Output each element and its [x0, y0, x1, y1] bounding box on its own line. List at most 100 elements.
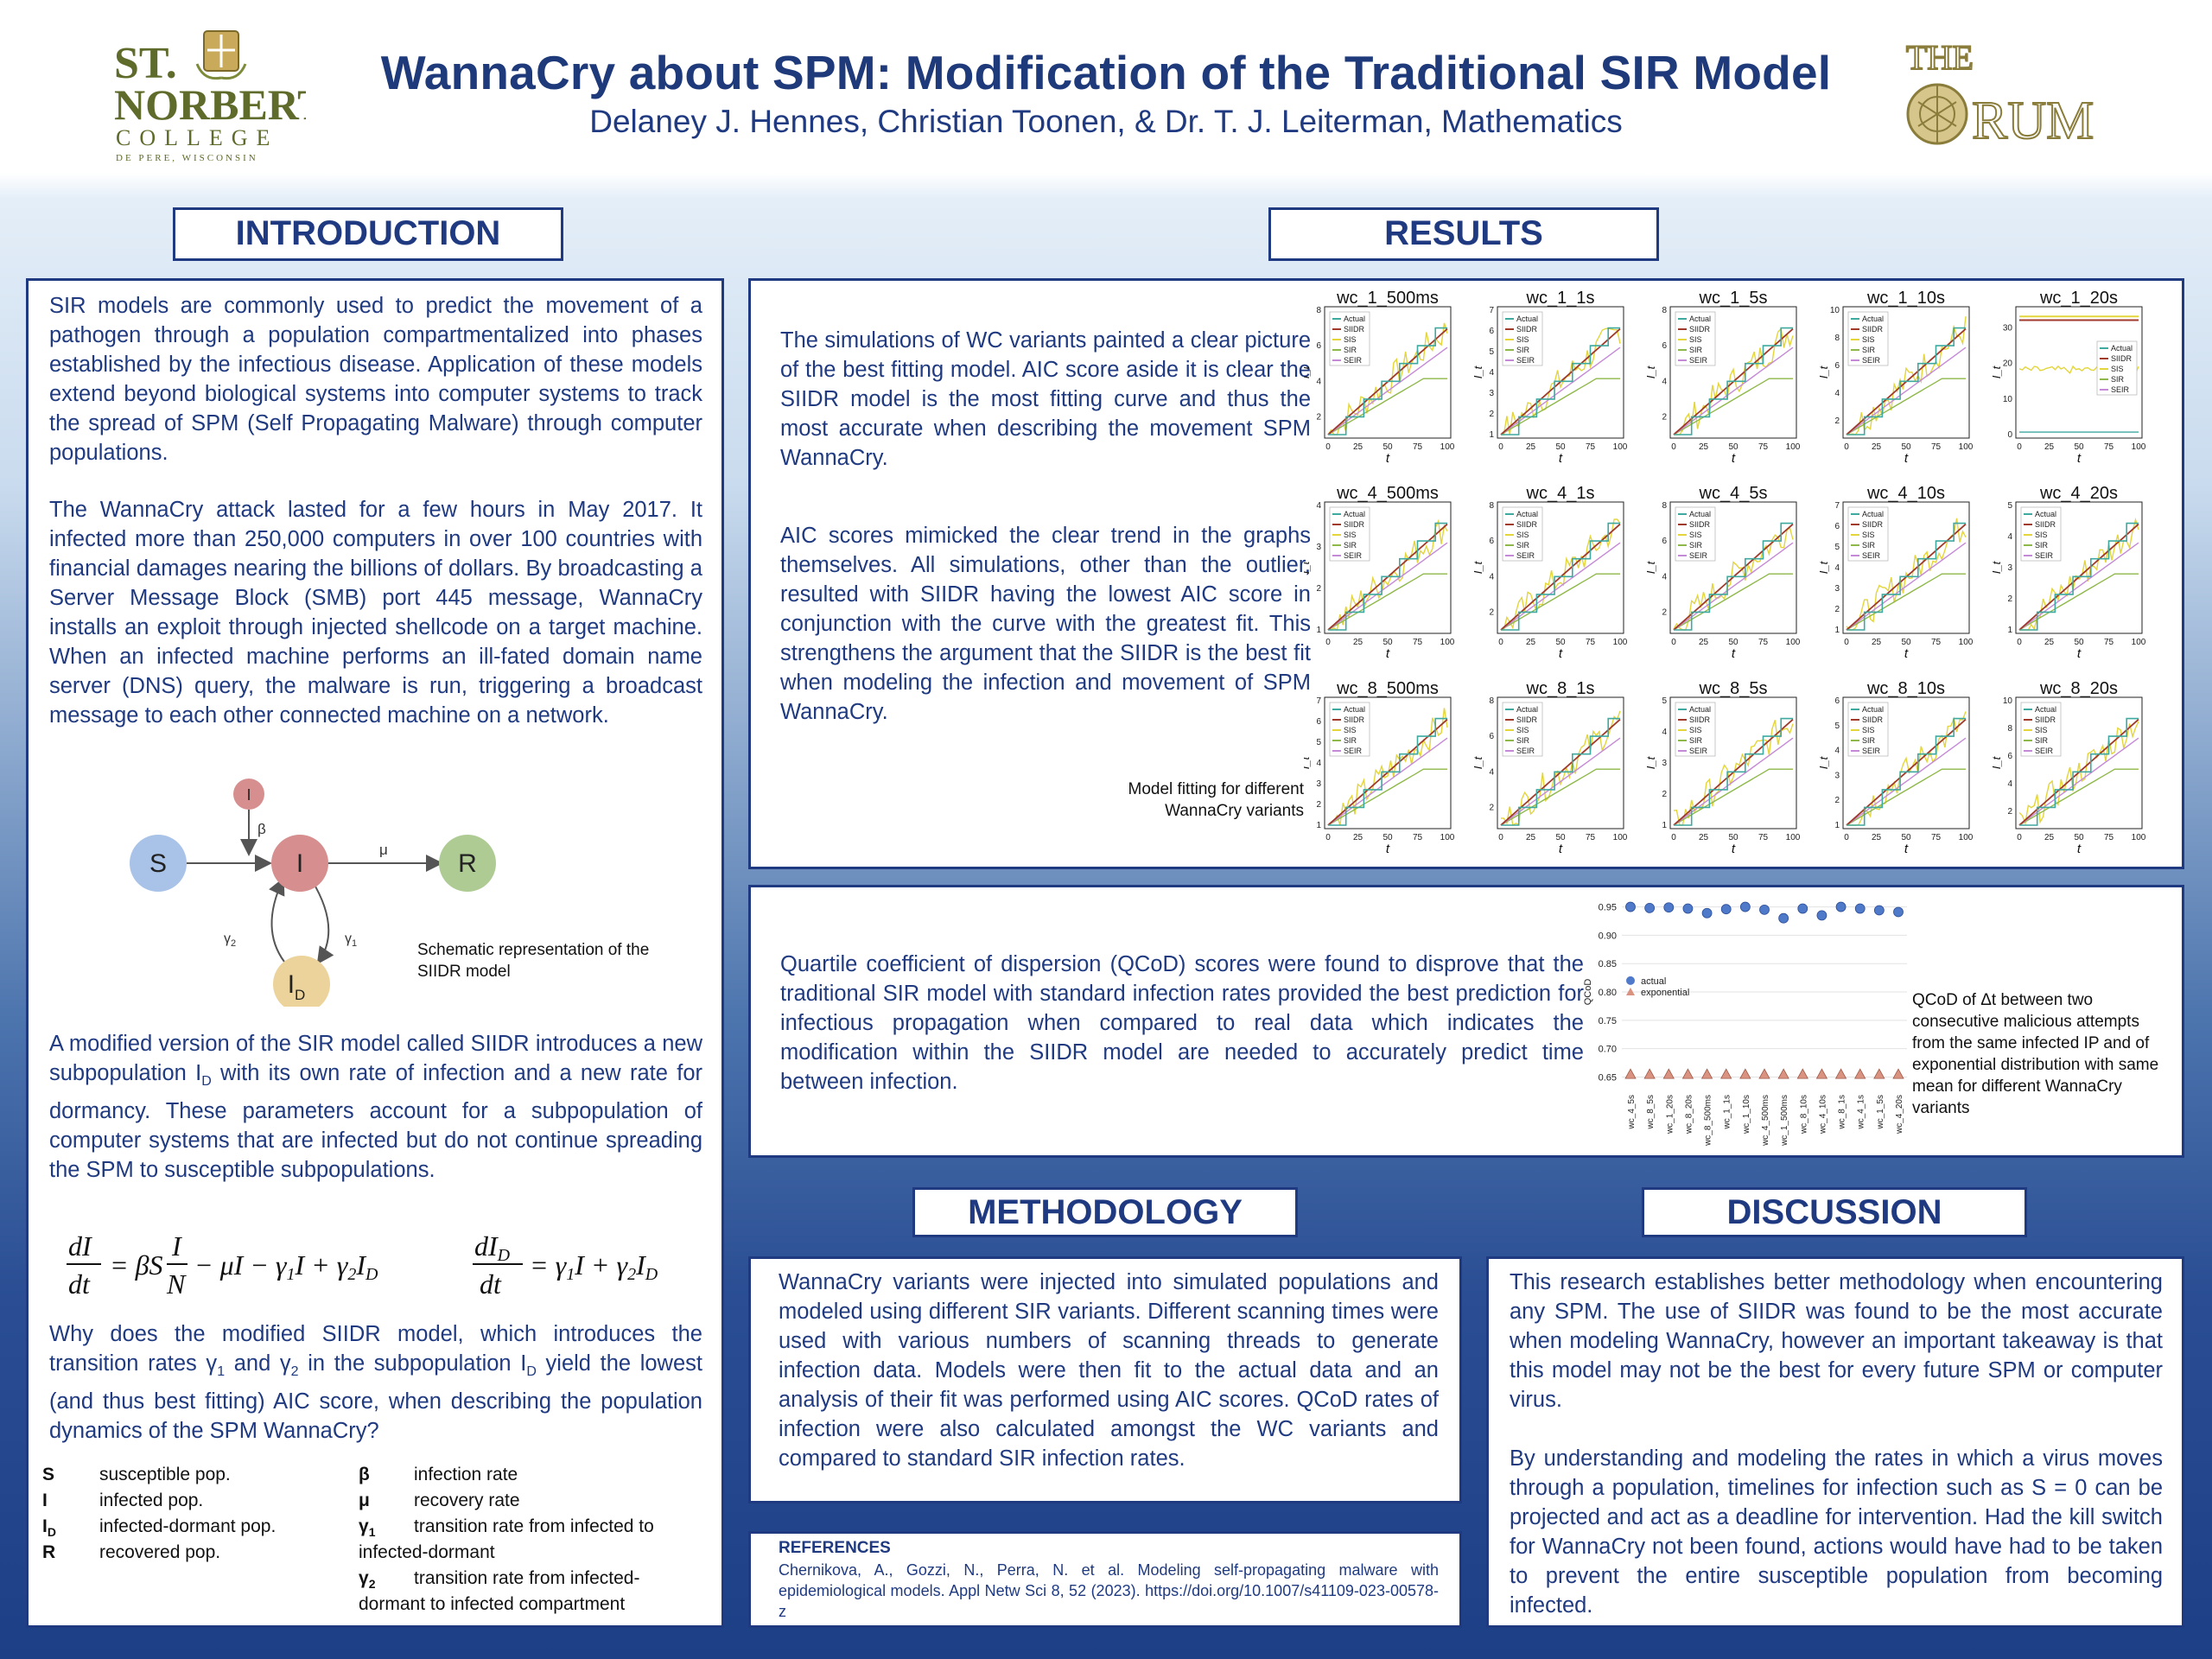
legend-label: SIR [1689, 346, 1703, 354]
y-tick-label: 4 [1489, 767, 1494, 777]
series-sis [1847, 316, 1967, 435]
y-tick-label: 2 [1316, 412, 1321, 422]
legend-label: SIS [1516, 335, 1529, 344]
legend-label: exponential [1641, 988, 1689, 998]
y-tick-label: 3 [1834, 771, 1840, 780]
node-s-label: S [149, 849, 167, 878]
x-tick-label: 75 [1586, 442, 1596, 452]
legend-label: SIIDR [1516, 520, 1538, 529]
node-i-label: I [296, 849, 303, 878]
series-seir [1327, 346, 1448, 435]
y-axis-label: I_t [1644, 365, 1657, 378]
legend-label: SIR [1344, 541, 1357, 550]
edge-beta-label: β [257, 821, 266, 837]
y-tick-label: 6 [1489, 537, 1494, 546]
series-seir [1327, 737, 1448, 826]
series-sis [1327, 518, 1448, 632]
y-tick-label: 1 [1316, 626, 1321, 635]
x-tick-label: 0 [1325, 833, 1331, 842]
results-paragraph-3: Quartile coefficient of dispersion (QCoD… [780, 952, 1584, 1094]
legend-label: SIS [1516, 726, 1529, 734]
subplot-title: wc_8_20s [2039, 679, 2118, 698]
series-actual [1501, 717, 1620, 826]
y-tick-label: 6 [1489, 327, 1494, 336]
forum-logo: THE RUM [1884, 24, 2126, 162]
legend-label: Actual [1344, 315, 1365, 323]
series-sis [1501, 518, 1621, 631]
results-panel-top: The simulations of WC variants painted a… [748, 278, 2184, 869]
y-tick-label: 7 [1834, 501, 1840, 511]
legend-label: SEIR [2111, 385, 2130, 394]
x-tick-label: 100 [1613, 638, 1628, 647]
legend-marker-actual [1626, 976, 1635, 985]
legend-label: SEIR [1344, 356, 1363, 365]
legend-label: SIS [2111, 365, 2124, 373]
edge-g2-label: γ2 [224, 931, 236, 949]
legend-label: SIR [2035, 541, 2049, 550]
y-tick-label: 3 [1834, 584, 1840, 594]
y-tick-label: 6 [1662, 341, 1667, 351]
y-axis-label: I_t [1817, 755, 1830, 769]
x-tick-label: 100 [1440, 638, 1455, 647]
logo-norbert: NORBERT [114, 80, 306, 129]
x-tick-label: wc_1_1s [1723, 1095, 1732, 1129]
y-axis-label: I_t [1817, 560, 1830, 574]
point-actual [1625, 901, 1636, 912]
series-seir [1500, 346, 1621, 435]
x-tick-label: wc_1_500ms [1780, 1095, 1789, 1147]
y-tick-label: 5 [1489, 347, 1494, 357]
edge-id-to-i [269, 877, 285, 963]
x-tick-label: 100 [2132, 833, 2146, 842]
series-sir [1327, 573, 1447, 631]
subplot: wc_8_500ms 0 25 50 75 100 1 2 3 4 5 6 7 t I_t ActualSII… [1304, 679, 1455, 856]
series-sis [1846, 518, 1967, 631]
y-tick-label: 6 [1834, 522, 1840, 531]
methodology-paragraph: WannaCry variants were injected into sim… [779, 1270, 1439, 1471]
x-tick-label: wc_4_1s [1857, 1095, 1866, 1129]
point-exponential [1700, 1068, 1713, 1079]
series-sis [1674, 327, 1794, 435]
y-tick-label: 2 [1662, 412, 1667, 422]
x-tick-label: wc_4_10s [1818, 1095, 1827, 1135]
svg-text:dID: dID [474, 1230, 511, 1265]
x-tick-label: 100 [1959, 833, 1974, 842]
legend-label: SEIR [1689, 356, 1708, 365]
y-tick-label: 4 [1316, 501, 1321, 511]
y-axis-label: I_t [1644, 755, 1657, 769]
point-actual [1893, 906, 1904, 918]
subplot: wc_1_1s0 25 50 75 1001234567tI_tActualSIIDRS… [1471, 289, 1628, 466]
point-exponential [1758, 1068, 1770, 1079]
y-tick-label: 8 [1489, 501, 1494, 511]
point-exponential [1834, 1068, 1847, 1079]
intro-paragraph-1: SIR models are commonly used to predict … [49, 294, 702, 465]
svg-text:dt: dt [68, 1268, 91, 1300]
x-tick-label: 50 [1728, 442, 1738, 452]
y-tick-label: 6 [1489, 732, 1494, 741]
y-tick-label: 8 [1834, 334, 1840, 343]
series-actual [2019, 717, 2139, 826]
point-actual [1720, 904, 1732, 915]
x-axis-label: t [1559, 842, 1563, 856]
series-actual [1328, 327, 1447, 435]
schematic-caption: Schematic representation of the SIIDR mo… [417, 941, 650, 981]
x-tick-label: 25 [1872, 833, 1882, 842]
subplot-title: wc_8_500ms [1336, 679, 1439, 698]
y-tick-label: 2 [1489, 410, 1494, 419]
y-tick-label: 0.75 [1599, 1016, 1617, 1027]
legend-label: Actual [1862, 315, 1884, 323]
point-actual [1797, 903, 1808, 914]
x-tick-label: 100 [1959, 638, 1974, 647]
logo-the: THE [1906, 38, 1974, 77]
y-tick-label: 8 [1662, 501, 1667, 511]
series-actual [1674, 327, 1793, 435]
x-tick-label: 100 [1786, 442, 1801, 452]
legend-label: SIS [1344, 726, 1357, 734]
y-tick-label: 4 [1316, 377, 1321, 386]
legend-label: SIIDR [1862, 520, 1884, 529]
x-tick-label: 0 [1498, 833, 1503, 842]
y-tick-label: 1 [1489, 430, 1494, 440]
legend-label: Actual [1689, 315, 1711, 323]
series-sir [1673, 378, 1793, 435]
